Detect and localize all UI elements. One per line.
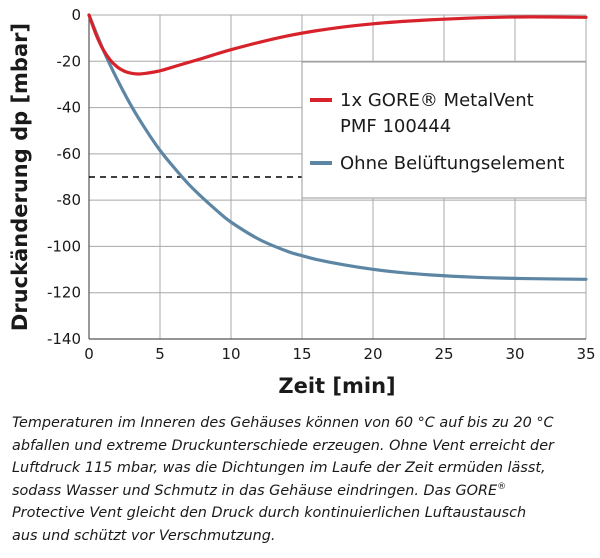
y-tick-label: -40: [57, 99, 82, 117]
pressure-chart: 0 5 10 15 20 25 30 35 0 -20 -40 -60 -80 -100 -120 -140…: [8, 6, 596, 398]
x-tick-labels: 0 5 10 15 20 25 30 35: [84, 345, 595, 363]
y-tick-label: -60: [57, 145, 82, 163]
legend-label-ohne: Ohne Belüftungselement: [340, 153, 565, 174]
x-tick-label: 35: [576, 345, 595, 363]
x-tick-label: 0: [84, 345, 94, 363]
caption-line: sodass Wasser und Schmutz in das Gehäuse…: [12, 480, 594, 503]
y-tick-labels: 0 -20 -40 -60 -80 -100 -120 -140: [47, 6, 81, 348]
legend-label-metalvent-line1: 1x GORE® MetalVent: [340, 90, 534, 111]
x-tick-label: 30: [505, 345, 524, 363]
caption-line: abfallen und extreme Druckunterschiede e…: [12, 437, 554, 454]
caption-line: Luftdruck 115 mbar, was die Dichtungen i…: [12, 460, 546, 477]
series-line-ohne: [87, 13, 588, 281]
series-lines: [87, 13, 588, 281]
x-axis-title: Zeit [min]: [278, 374, 395, 398]
y-tick-label: -140: [47, 330, 81, 348]
caption-text: sodass Wasser und Schmutz in das Gehäuse…: [12, 482, 498, 499]
y-tick-label: -100: [47, 237, 81, 255]
series-line-metalvent: [87, 13, 588, 76]
legend-box: [301, 61, 587, 199]
x-tick-label: 5: [155, 345, 165, 363]
caption-line: Temperaturen im Inneren des Gehäuses kön…: [12, 415, 554, 431]
y-tick-label: -80: [57, 191, 82, 209]
caption-line: aus und schützt vor Verschmutzung.: [12, 527, 276, 544]
y-tick-label: -120: [47, 284, 81, 302]
y-tick-label: -20: [57, 52, 82, 70]
caption-line: Protective Vent gleicht den Druck durch …: [12, 505, 527, 522]
y-tick-label: 0: [71, 6, 81, 24]
x-tick-label: 10: [221, 345, 240, 363]
x-tick-label: 15: [292, 345, 311, 363]
x-tick-label: 25: [434, 345, 453, 363]
legend: 1x GORE® MetalVent PMF 100444 Ohne Belüf…: [301, 61, 587, 199]
y-axis-title: Druckänderung dp [mbar]: [8, 23, 32, 331]
caption: Temperaturen im Inneren des Gehäuses kön…: [12, 412, 594, 548]
registered-mark: ®: [497, 481, 507, 492]
legend-label-metalvent-line2: PMF 100444: [340, 116, 451, 137]
x-tick-label: 20: [363, 345, 382, 363]
